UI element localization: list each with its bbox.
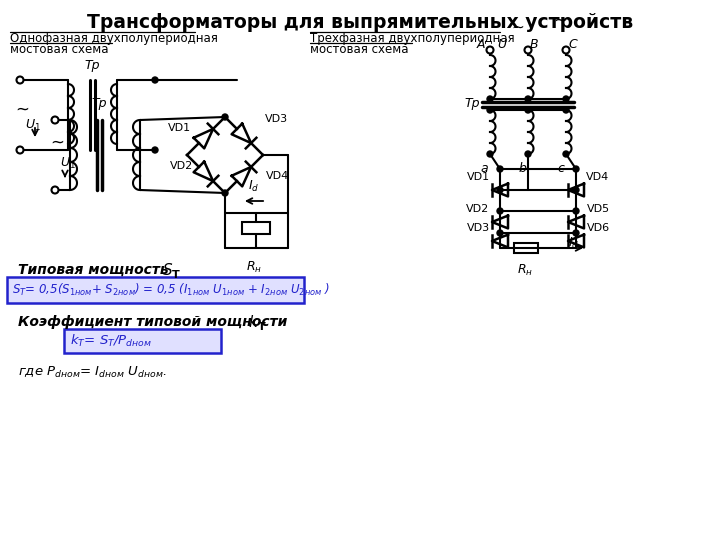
Text: VD4: VD4 xyxy=(586,172,610,182)
FancyBboxPatch shape xyxy=(7,277,304,303)
FancyBboxPatch shape xyxy=(514,243,538,253)
FancyBboxPatch shape xyxy=(64,329,221,353)
Circle shape xyxy=(222,114,228,120)
Circle shape xyxy=(222,190,228,196)
Text: B: B xyxy=(530,38,539,51)
Circle shape xyxy=(563,151,569,157)
Text: $k_Т$= $S_Т$/$P_{d ном}$: $k_Т$= $S_Т$/$P_{d ном}$ xyxy=(70,333,152,349)
Text: VD2: VD2 xyxy=(467,204,490,214)
Text: b: b xyxy=(518,162,526,175)
Text: VD4: VD4 xyxy=(266,171,289,181)
Circle shape xyxy=(152,147,158,153)
Text: $U_1$: $U_1$ xyxy=(60,156,76,171)
Text: VD6: VD6 xyxy=(586,223,610,233)
Text: Тр: Тр xyxy=(84,59,100,72)
Circle shape xyxy=(525,151,531,157)
Text: VD3: VD3 xyxy=(265,114,288,124)
FancyBboxPatch shape xyxy=(242,222,270,234)
Text: Т: Т xyxy=(258,322,266,332)
Text: $S$: $S$ xyxy=(162,262,174,278)
Text: Типовая мощность: Типовая мощность xyxy=(18,263,174,277)
Text: C: C xyxy=(568,38,577,51)
Text: $U_1$: $U_1$ xyxy=(25,117,41,132)
Circle shape xyxy=(525,96,531,102)
Text: Однофазная двухполупериодная: Однофазная двухполупериодная xyxy=(10,32,218,45)
Text: VD2: VD2 xyxy=(171,161,194,171)
Text: $I_d$: $I_d$ xyxy=(568,235,580,251)
Text: где $P_{d ном}$= $I_{d ном}$ $U_{d ном}$.: где $P_{d ном}$= $I_{d ном}$ $U_{d ном}$… xyxy=(18,364,167,380)
Circle shape xyxy=(152,77,158,83)
Circle shape xyxy=(563,96,569,102)
Text: Трехфазная двухполупериодная: Трехфазная двухполупериодная xyxy=(310,32,515,45)
Circle shape xyxy=(573,166,579,172)
Text: $I_d$: $I_d$ xyxy=(248,179,260,194)
Circle shape xyxy=(497,230,503,236)
Text: A: A xyxy=(477,38,485,51)
Text: Трансформаторы для выпрямительных устройств: Трансформаторы для выпрямительных устрой… xyxy=(87,13,633,32)
Circle shape xyxy=(563,107,569,113)
Circle shape xyxy=(573,208,579,214)
Text: Тр: Тр xyxy=(464,97,480,110)
Circle shape xyxy=(573,230,579,236)
Circle shape xyxy=(525,107,531,113)
Text: $R_н$: $R_н$ xyxy=(246,260,262,275)
Text: $U$: $U$ xyxy=(497,38,508,51)
Circle shape xyxy=(487,151,493,157)
Text: $k$: $k$ xyxy=(248,314,259,330)
Text: Тр: Тр xyxy=(91,97,107,110)
Circle shape xyxy=(487,96,493,102)
Text: VD1: VD1 xyxy=(168,123,191,133)
Text: $S_Т$= 0,5($S_{1ном}$+ $S_{2ном}$) = 0,5 ($I_{1ном}$ $U_{1ном}$ + $I_{2ном}$ $U_: $S_Т$= 0,5($S_{1ном}$+ $S_{2ном}$) = 0,5… xyxy=(12,282,330,298)
Circle shape xyxy=(487,107,493,113)
Text: ~: ~ xyxy=(553,12,567,30)
Text: Коэффициент типовой мощности: Коэффициент типовой мощности xyxy=(18,315,292,329)
Text: VD3: VD3 xyxy=(467,223,490,233)
Text: мостовая схема: мостовая схема xyxy=(310,43,408,56)
Text: ~: ~ xyxy=(50,134,64,152)
Circle shape xyxy=(497,208,503,214)
Text: $R_н$: $R_н$ xyxy=(517,263,533,278)
Text: ~: ~ xyxy=(15,101,29,119)
Text: мостовая схема: мостовая схема xyxy=(10,43,109,56)
Text: VD1: VD1 xyxy=(467,172,490,182)
Circle shape xyxy=(497,166,503,172)
Circle shape xyxy=(497,187,503,193)
Text: Т: Т xyxy=(172,270,180,280)
Text: a: a xyxy=(480,162,488,175)
Text: VD5: VD5 xyxy=(586,204,610,214)
Text: c: c xyxy=(557,162,564,175)
Circle shape xyxy=(573,187,579,193)
Text: ~: ~ xyxy=(512,20,524,35)
